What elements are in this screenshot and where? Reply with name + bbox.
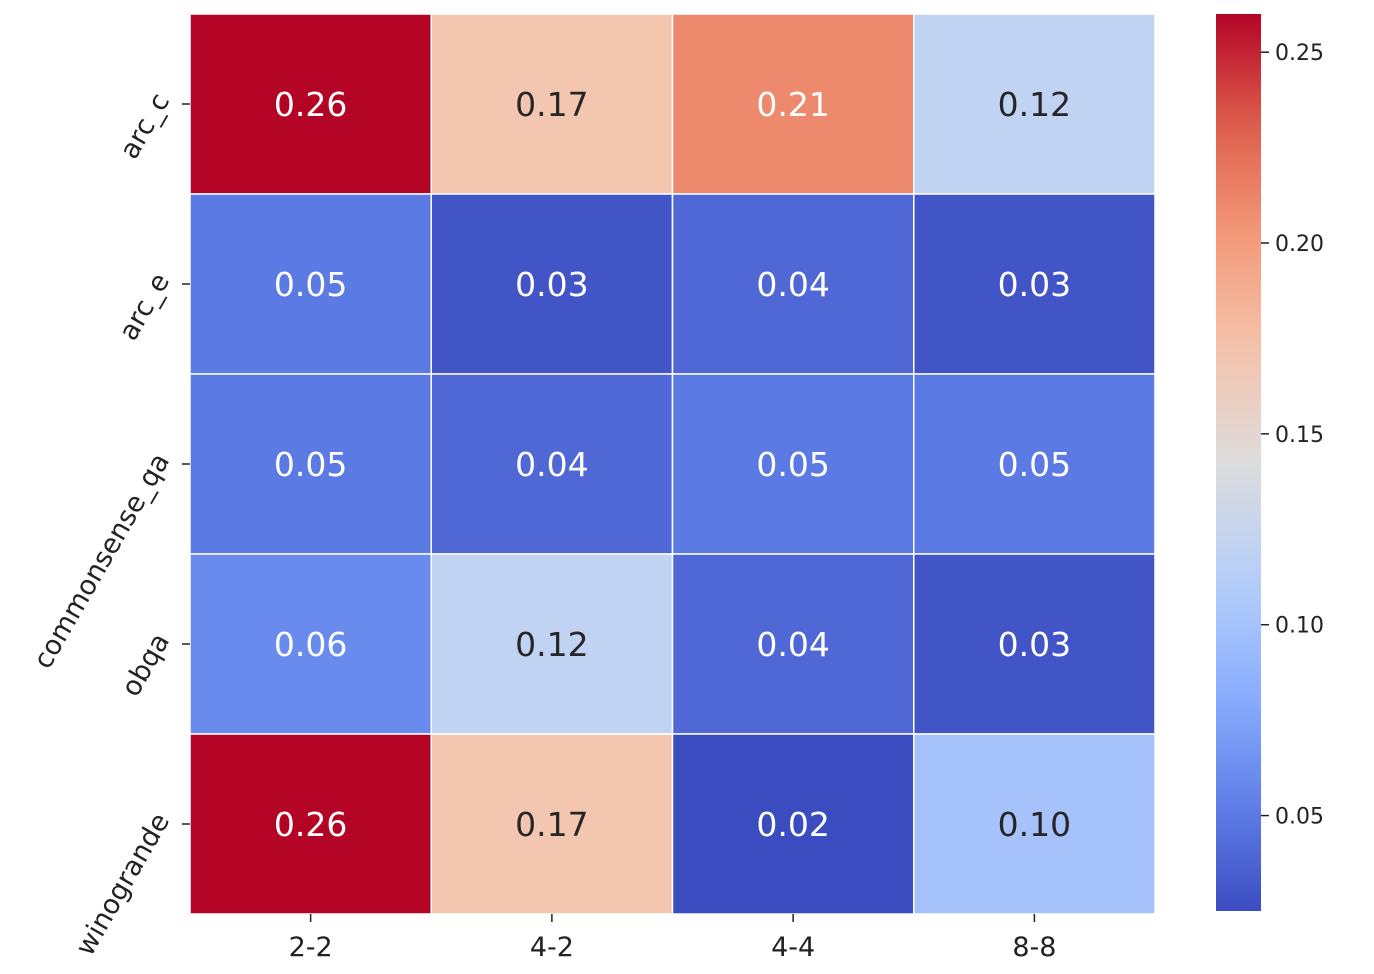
cell-value-label: 0.12 <box>998 85 1071 124</box>
cell-value-label: 0.03 <box>998 625 1071 664</box>
heatmap-cell-commonsense_qa-4-2 <box>430 373 674 555</box>
x-tick-label: 4-4 <box>771 932 815 963</box>
cell-value-label: 0.12 <box>515 625 588 664</box>
heatmap-cell-arc_e-4-2 <box>430 193 674 375</box>
heatmap-cell-labels: 0.26 0.17 0.21 0.12 0.05 0.03 0.04 0.03 0.05 0.04… <box>274 85 1071 844</box>
heatmap-cell-obqa-8-8 <box>913 553 1156 735</box>
cell-value-label: 0.10 <box>998 805 1071 844</box>
cell-value-label: 0.04 <box>756 625 829 664</box>
heatmap-cell-winogrande-8-8 <box>913 733 1156 915</box>
y-tick-label: arc_e <box>113 268 176 346</box>
cell-value-label: 0.05 <box>998 445 1071 484</box>
y-tick-label: winogrande <box>70 808 176 961</box>
colorbar-tick-label: 0.20 <box>1275 232 1324 257</box>
cell-value-label: 0.26 <box>274 805 347 844</box>
heatmap-cell-obqa-4-4 <box>671 553 915 735</box>
x-tick-label: 4-2 <box>530 932 574 963</box>
heatmap-cell-winogrande-4-4 <box>671 733 915 915</box>
heatmap-cells <box>189 13 1156 915</box>
heatmap-cell-winogrande-4-2 <box>430 733 674 915</box>
heatmap-cell-arc_c-8-8 <box>913 13 1156 195</box>
cell-value-label: 0.26 <box>274 85 347 124</box>
x-axis: 2-2 4-2 4-4 8-8 <box>289 914 1056 963</box>
cell-value-label: 0.06 <box>274 625 347 664</box>
colorbar-tick-label: 0.05 <box>1275 805 1324 830</box>
cell-value-label: 0.04 <box>515 445 588 484</box>
heatmap-cell-winogrande-2-2 <box>189 733 432 915</box>
heatmap-cell-arc_c-4-4 <box>671 13 915 195</box>
cell-value-label: 0.05 <box>274 445 347 484</box>
cell-value-label: 0.02 <box>756 805 829 844</box>
colorbar-tick-label: 0.15 <box>1275 423 1324 448</box>
colorbar-tick-label: 0.25 <box>1275 41 1324 66</box>
heatmap-cell-commonsense_qa-8-8 <box>913 373 1156 555</box>
heatmap-cell-arc_e-8-8 <box>913 193 1156 375</box>
cell-value-label: 0.03 <box>998 265 1071 304</box>
cell-value-label: 0.04 <box>756 265 829 304</box>
y-tick-label: arc_c <box>114 88 176 164</box>
cell-value-label: 0.05 <box>274 265 347 304</box>
heatmap-cell-obqa-4-2 <box>430 553 674 735</box>
y-tick-label: obqa <box>116 628 177 702</box>
heatmap-cell-arc_e-2-2 <box>189 193 432 375</box>
cell-value-label: 0.17 <box>515 85 588 124</box>
cell-value-label: 0.17 <box>515 805 588 844</box>
x-tick-label: 8-8 <box>1012 932 1056 963</box>
heatmap-cell-obqa-2-2 <box>189 553 432 735</box>
colorbar-tick-label: 0.10 <box>1275 614 1324 639</box>
x-tick-label: 2-2 <box>289 932 333 963</box>
cell-value-label: 0.21 <box>756 85 829 124</box>
heatmap-cell-arc_c-2-2 <box>189 13 432 195</box>
colorbar: 0.05 0.10 0.15 0.20 0.25 <box>1216 14 1324 911</box>
heatmap-cell-arc_c-4-2 <box>430 13 674 195</box>
cell-value-label: 0.03 <box>515 265 588 304</box>
colorbar-gradient <box>1216 14 1261 911</box>
cell-value-label: 0.05 <box>756 445 829 484</box>
